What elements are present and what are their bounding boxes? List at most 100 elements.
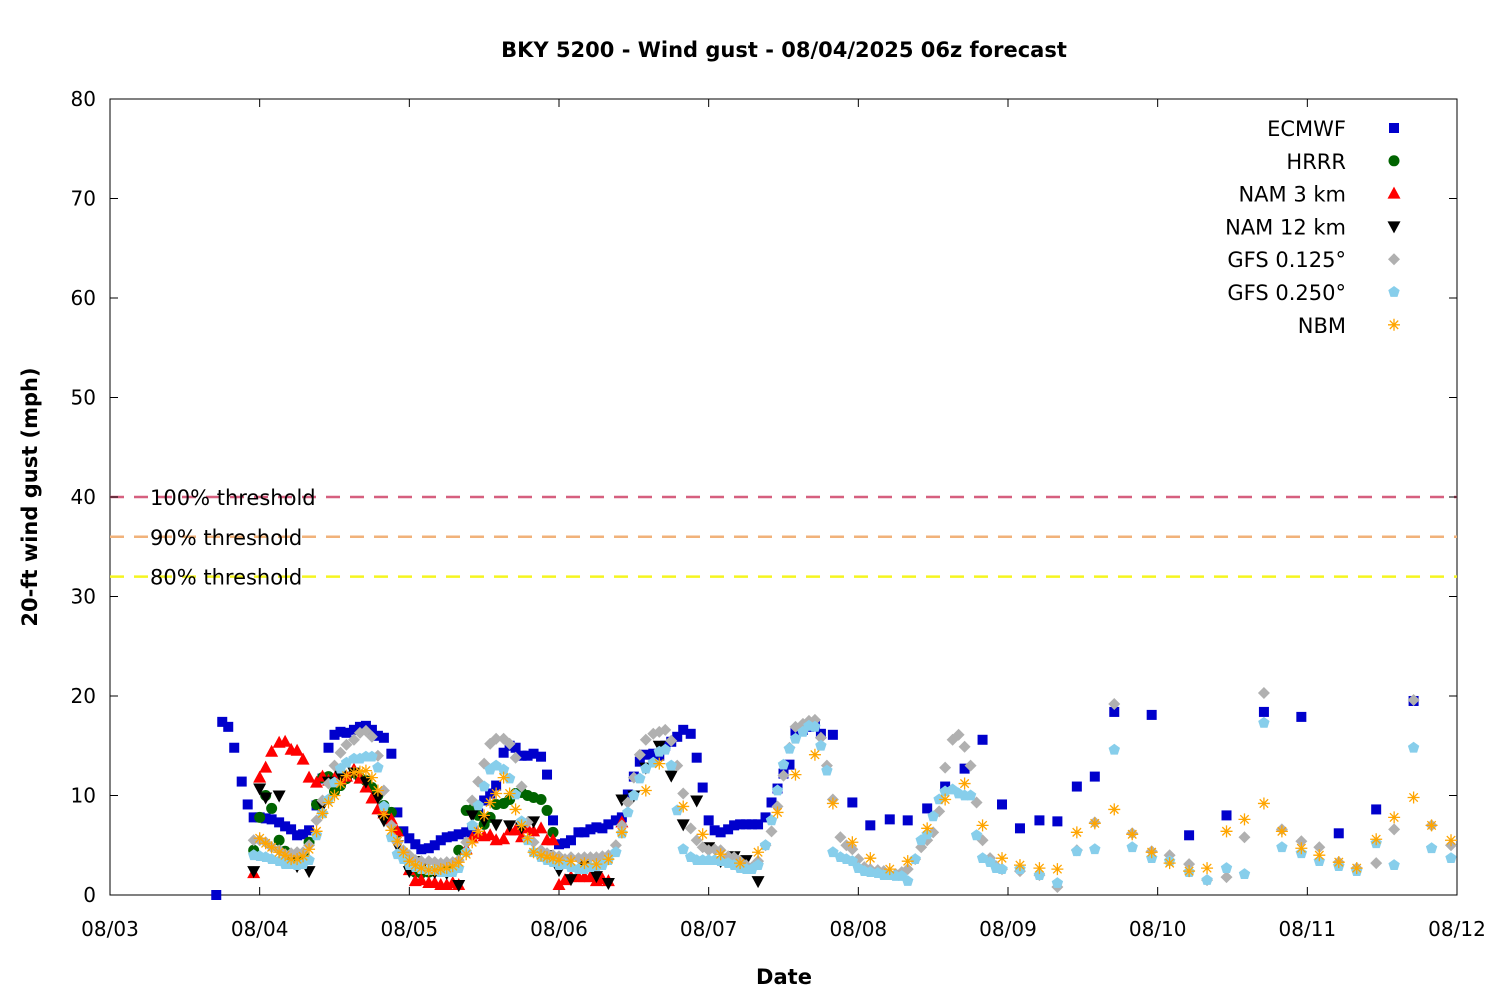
data-point (1371, 804, 1382, 815)
data-point (664, 770, 678, 783)
data-point (541, 851, 554, 864)
data-point (783, 742, 796, 754)
data-point (302, 866, 316, 879)
data-point (697, 782, 708, 793)
data-point (591, 822, 602, 833)
data-point (1013, 859, 1026, 872)
data-point (472, 799, 484, 811)
data-point (266, 802, 278, 814)
data-point (554, 839, 564, 850)
data-point (1313, 849, 1326, 862)
x-tick-label: 08/10 (1129, 917, 1187, 941)
data-point (328, 789, 341, 802)
data-point (765, 814, 778, 826)
data-point (964, 759, 977, 772)
data-point (279, 849, 292, 862)
data-point (1089, 843, 1101, 855)
data-point (1052, 816, 1063, 827)
data-point (633, 748, 646, 761)
data-point (1108, 803, 1121, 816)
data-point (789, 768, 802, 781)
data-point (509, 803, 522, 816)
data-point (564, 874, 578, 887)
data-point (528, 748, 539, 759)
data-point (709, 825, 720, 836)
data-point (253, 783, 267, 796)
data-point (1388, 823, 1401, 836)
data-point (490, 732, 503, 745)
data-point (490, 787, 503, 800)
data-point (398, 826, 409, 837)
data-point (461, 827, 472, 838)
data-point (378, 800, 390, 812)
data-point (615, 819, 628, 832)
data-point (827, 729, 838, 740)
data-point (1445, 834, 1458, 847)
data-point (253, 770, 267, 783)
data-point (565, 835, 576, 846)
data-point (784, 759, 795, 770)
data-point (1258, 706, 1269, 717)
data-point (723, 824, 734, 835)
data-point (959, 763, 970, 774)
data-point (303, 843, 316, 856)
data-point (735, 819, 746, 830)
axis-ticks: 0 10 20 30 40 50 60 70 80 08/03 08/04 08/05 08/06 08/… (71, 87, 1486, 941)
data-point (366, 750, 378, 762)
data-point (1014, 823, 1025, 834)
data-point (359, 764, 372, 777)
data-point (609, 839, 622, 852)
data-point (334, 777, 347, 790)
data-point (1220, 871, 1233, 884)
data-point (583, 870, 597, 883)
data-point (977, 734, 988, 745)
data-point (322, 796, 335, 809)
data-point (734, 857, 747, 870)
data-point (665, 759, 677, 771)
data-point (340, 769, 353, 782)
data-point (1070, 826, 1083, 839)
data-point (970, 829, 983, 841)
data-point (1201, 862, 1214, 875)
data-point (771, 806, 784, 819)
data-point (927, 810, 939, 822)
data-point (447, 831, 458, 842)
data-point (648, 748, 659, 759)
x-axis-label: Date (756, 965, 812, 989)
data-point (503, 737, 516, 750)
data-point (1089, 771, 1100, 782)
data-point (266, 814, 277, 825)
data-point (659, 723, 672, 736)
data-point (1257, 797, 1270, 810)
data-point (242, 799, 253, 810)
x-tick-label: 08/06 (530, 917, 588, 941)
x-tick-label: 08/03 (81, 917, 139, 941)
series-nbm (253, 748, 1458, 878)
data-point (515, 819, 528, 832)
data-point (789, 732, 802, 744)
data-point (921, 822, 934, 835)
data-point (752, 846, 765, 859)
data-point (834, 831, 847, 844)
data-point (939, 761, 952, 774)
data-point (409, 859, 422, 872)
data-point (883, 863, 896, 876)
data-point (536, 751, 547, 762)
data-point (547, 826, 559, 838)
data-point (259, 837, 272, 850)
data-point (865, 820, 876, 831)
data-point (478, 780, 490, 792)
data-point (766, 797, 777, 808)
data-point (1109, 706, 1120, 717)
data-point (479, 795, 490, 806)
data-point (996, 852, 1009, 865)
data-point (1388, 811, 1401, 824)
data-point (976, 819, 989, 832)
data-point (922, 803, 933, 814)
data-point (1407, 693, 1420, 706)
data-point (340, 738, 353, 751)
data-point (521, 832, 534, 845)
data-point (384, 812, 398, 825)
data-point (334, 746, 347, 759)
data-points (211, 687, 1458, 900)
